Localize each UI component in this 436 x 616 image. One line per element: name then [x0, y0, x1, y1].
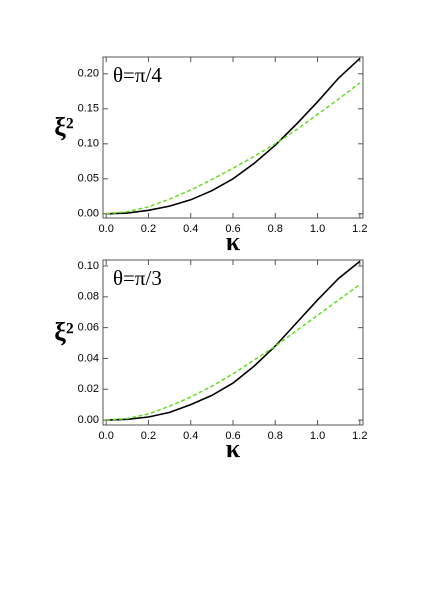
- y-tick-label: 0.02: [78, 383, 99, 395]
- x-tick-label: 0.0: [99, 430, 114, 442]
- x-tick-label: 1.2: [352, 430, 367, 442]
- x-tick-label: 0.4: [183, 223, 198, 235]
- curve: [106, 260, 361, 421]
- x-tick-label: 1.0: [310, 430, 325, 442]
- x-tick-label: 0.8: [268, 430, 283, 442]
- y-tick-label: 0.08: [78, 291, 99, 303]
- y-axis-label: ξ²: [54, 317, 74, 346]
- y-tick-label: 0.06: [78, 322, 99, 334]
- x-tick-label: 1.2: [352, 223, 367, 235]
- x-tick-label: 0.8: [268, 223, 283, 235]
- y-tick-label: 0.20: [78, 68, 99, 80]
- y-tick-label: 0.00: [78, 208, 99, 220]
- curve: [106, 82, 361, 215]
- curve: [106, 283, 361, 421]
- y-tick-label: 0.00: [78, 414, 99, 426]
- y-tick-label: 0.04: [78, 352, 99, 364]
- x-tick-label: 0.2: [141, 223, 156, 235]
- y-tick-label: 0.05: [78, 173, 99, 185]
- annotation: θ=π/4: [113, 63, 162, 87]
- y-axis-label: ξ²: [54, 112, 74, 141]
- x-tick-label: 0.6: [225, 430, 240, 442]
- x-tick-label: 0.6: [225, 223, 240, 235]
- y-tick-label: 0.10: [78, 260, 99, 272]
- x-tick-label: 1.0: [310, 223, 325, 235]
- y-tick-label: 0.10: [78, 138, 99, 150]
- x-axis-label: κ: [226, 227, 241, 256]
- y-tick-label: 0.15: [78, 103, 99, 115]
- annotation: θ=π/3: [113, 266, 162, 290]
- x-tick-label: 0.0: [99, 223, 114, 235]
- x-axis-label: κ: [226, 434, 241, 463]
- curve: [106, 57, 361, 215]
- x-tick-label: 0.4: [183, 430, 198, 442]
- x-tick-label: 0.2: [141, 430, 156, 442]
